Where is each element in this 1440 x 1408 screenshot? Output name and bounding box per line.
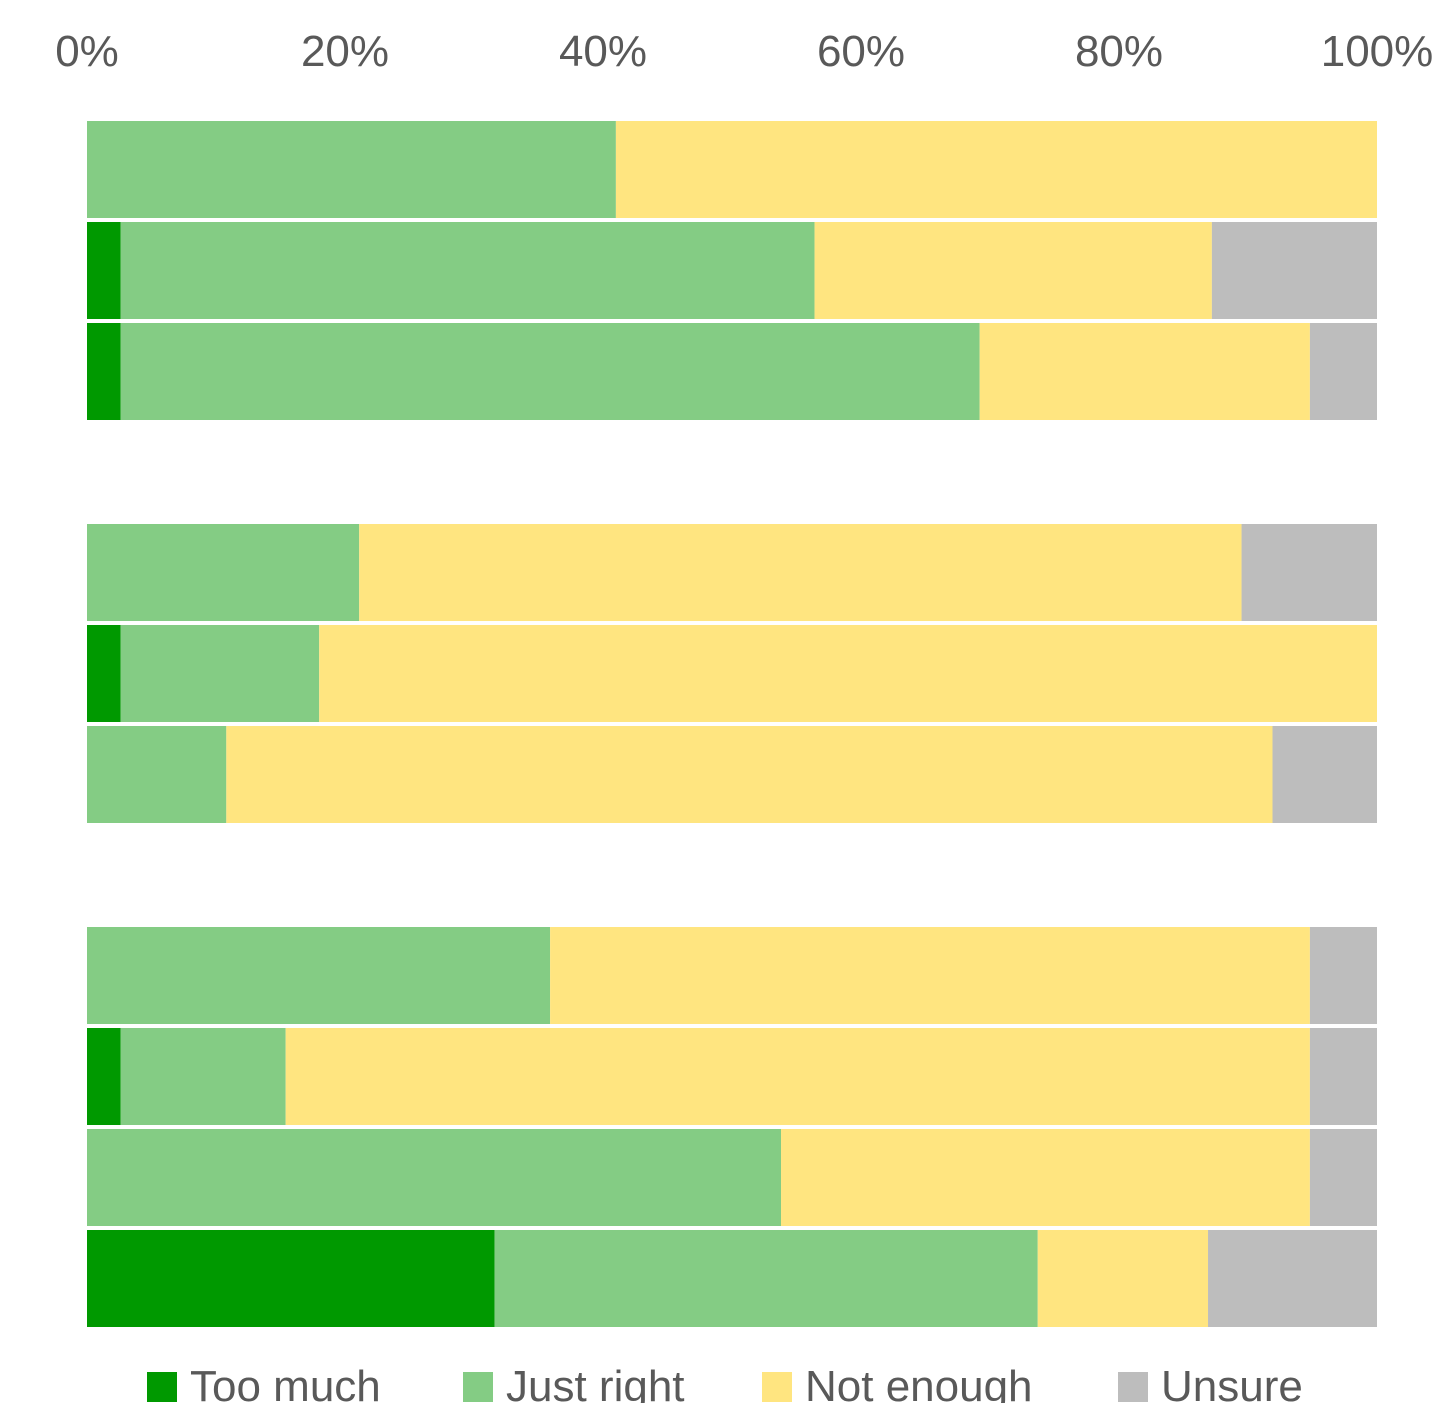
legend-label: Not enough — [805, 1362, 1033, 1403]
x-tick-label: 20% — [301, 27, 389, 76]
bar-segment — [120, 323, 980, 420]
bar-segment — [1309, 1129, 1377, 1226]
bar-segment — [285, 1028, 1310, 1125]
bar-segment — [319, 625, 1378, 722]
x-tick-label: 60% — [817, 27, 905, 76]
bar-segment — [781, 1129, 1310, 1226]
legend: Too much Just right Not enough Unsure — [147, 1362, 1303, 1408]
bar-segment — [615, 121, 1377, 218]
x-tick-label: 100% — [1321, 27, 1434, 76]
bar-segment — [87, 1230, 495, 1327]
bar-segment — [1309, 927, 1377, 1024]
legend-label: Just right — [506, 1362, 685, 1403]
x-axis-ticks: 0% 20% 40% 60% 80% 100% — [55, 27, 1433, 76]
legend-label: Too much — [190, 1362, 381, 1403]
bar-segment — [87, 726, 227, 823]
bar-segment — [1037, 1230, 1209, 1327]
bar-segment — [87, 524, 360, 621]
bar-segment — [1309, 323, 1377, 420]
bar-segment — [120, 625, 320, 722]
bar-segment — [1208, 1230, 1377, 1327]
legend-swatch — [762, 1372, 792, 1402]
bar-segment — [814, 222, 1212, 319]
bar-segment — [87, 625, 121, 722]
bar-segment — [87, 323, 121, 420]
bar-segment — [1309, 1028, 1377, 1125]
legend-swatch — [463, 1372, 493, 1402]
bar-segment — [87, 121, 616, 218]
bar-segment — [494, 1230, 1038, 1327]
x-tick-label: 40% — [559, 27, 647, 76]
bar-segment — [87, 1129, 782, 1226]
legend-label: Unsure — [1161, 1362, 1303, 1403]
bars — [87, 121, 1378, 1327]
legend-swatch — [147, 1372, 177, 1402]
bar-segment — [226, 726, 1273, 823]
legend-swatch — [1118, 1372, 1148, 1402]
bar-segment — [120, 222, 815, 319]
x-tick-label: 0% — [55, 27, 119, 76]
bar-segment — [120, 1028, 286, 1125]
x-tick-label: 80% — [1075, 27, 1163, 76]
bar-segment — [87, 927, 551, 1024]
bar-segment — [550, 927, 1310, 1024]
bar-segment — [1272, 726, 1377, 823]
bar-segment — [1211, 222, 1377, 319]
bar-segment — [87, 1028, 121, 1125]
bar-segment — [1241, 524, 1377, 621]
bar-segment — [87, 222, 121, 319]
bar-segment — [359, 524, 1242, 621]
bar-segment — [979, 323, 1310, 420]
